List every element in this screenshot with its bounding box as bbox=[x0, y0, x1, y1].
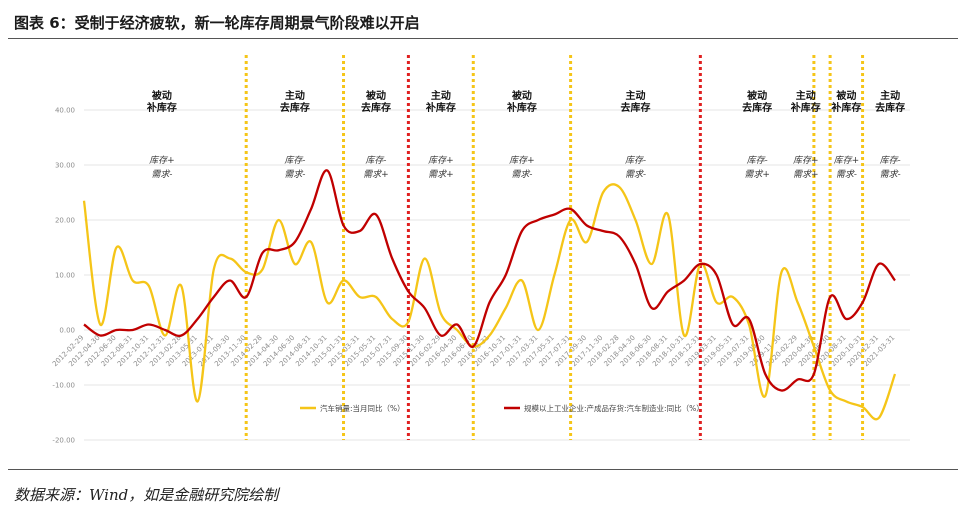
y-tick-label: 30.00 bbox=[55, 162, 75, 170]
y-tick-label: -10.00 bbox=[52, 382, 75, 390]
phase-label: 被动 bbox=[366, 89, 386, 102]
phase-note: 库存- bbox=[284, 155, 305, 166]
phase-note: 库存+ bbox=[149, 155, 175, 166]
phase-note: 需求- bbox=[151, 169, 172, 180]
phase-note: 需求+ bbox=[744, 169, 770, 180]
phase-label: 补库存 bbox=[146, 101, 177, 114]
y-tick-label: 40.00 bbox=[55, 107, 75, 115]
phase-note: 库存+ bbox=[834, 155, 860, 166]
phase-note: 需求- bbox=[880, 169, 901, 180]
phase-note: 需求- bbox=[625, 169, 646, 180]
phase-note: 需求- bbox=[284, 169, 305, 180]
legend-label: 规模以上工业企业:产成品存货:汽车制造业:同比（%） bbox=[524, 403, 704, 413]
phase-label: 主动 bbox=[285, 89, 305, 102]
phase-note: 库存+ bbox=[428, 155, 454, 166]
phase-note: 库存+ bbox=[509, 155, 535, 166]
phase-note: 库存+ bbox=[793, 155, 819, 166]
phase-label: 去库存 bbox=[620, 101, 650, 114]
phase-label: 被动 bbox=[836, 89, 856, 102]
phase-label: 去库存 bbox=[280, 101, 310, 114]
chart-title: 图表 6：受制于经济疲软，新一轮库存周期景气阶段难以开启 bbox=[14, 14, 420, 32]
phase-label: 补库存 bbox=[506, 101, 537, 114]
phase-label: 被动 bbox=[512, 89, 532, 102]
phase-label: 主动 bbox=[796, 89, 816, 102]
phase-label: 主动 bbox=[880, 89, 900, 102]
phase-note: 库存- bbox=[747, 155, 768, 166]
series-line-auto-sales bbox=[82, 183, 897, 421]
series-line-auto-inventory bbox=[83, 169, 896, 392]
phase-note: 库存- bbox=[625, 155, 646, 166]
phase-note: 需求- bbox=[836, 169, 857, 180]
phase-label: 被动 bbox=[747, 89, 767, 102]
phase-label: 去库存 bbox=[361, 101, 391, 114]
phase-note: 需求- bbox=[511, 169, 532, 180]
y-tick-label: 0.00 bbox=[59, 327, 75, 335]
phase-label: 主动 bbox=[431, 89, 451, 102]
y-tick-label: 10.00 bbox=[55, 272, 75, 280]
phase-label: 去库存 bbox=[875, 101, 905, 114]
phase-label: 补库存 bbox=[425, 101, 456, 114]
phase-note: 需求+ bbox=[363, 169, 389, 180]
y-tick-label: -20.00 bbox=[52, 437, 75, 445]
phase-label: 主动 bbox=[625, 89, 645, 102]
phase-note: 库存- bbox=[365, 155, 386, 166]
phase-note: 需求+ bbox=[793, 169, 819, 180]
phase-note: 需求+ bbox=[428, 169, 454, 180]
phase-label: 去库存 bbox=[742, 101, 772, 114]
footer-divider bbox=[8, 469, 958, 470]
phase-note: 库存- bbox=[880, 155, 901, 166]
phase-label: 补库存 bbox=[830, 101, 861, 114]
y-tick-label: 20.00 bbox=[55, 217, 75, 225]
source-note: 数据来源：Wind，如是金融研究院绘制 bbox=[14, 486, 279, 504]
title-divider bbox=[8, 38, 958, 39]
legend-label: 汽车销量:当月同比（%） bbox=[320, 403, 405, 413]
phase-label: 补库存 bbox=[790, 101, 821, 114]
phase-label: 被动 bbox=[152, 89, 172, 102]
